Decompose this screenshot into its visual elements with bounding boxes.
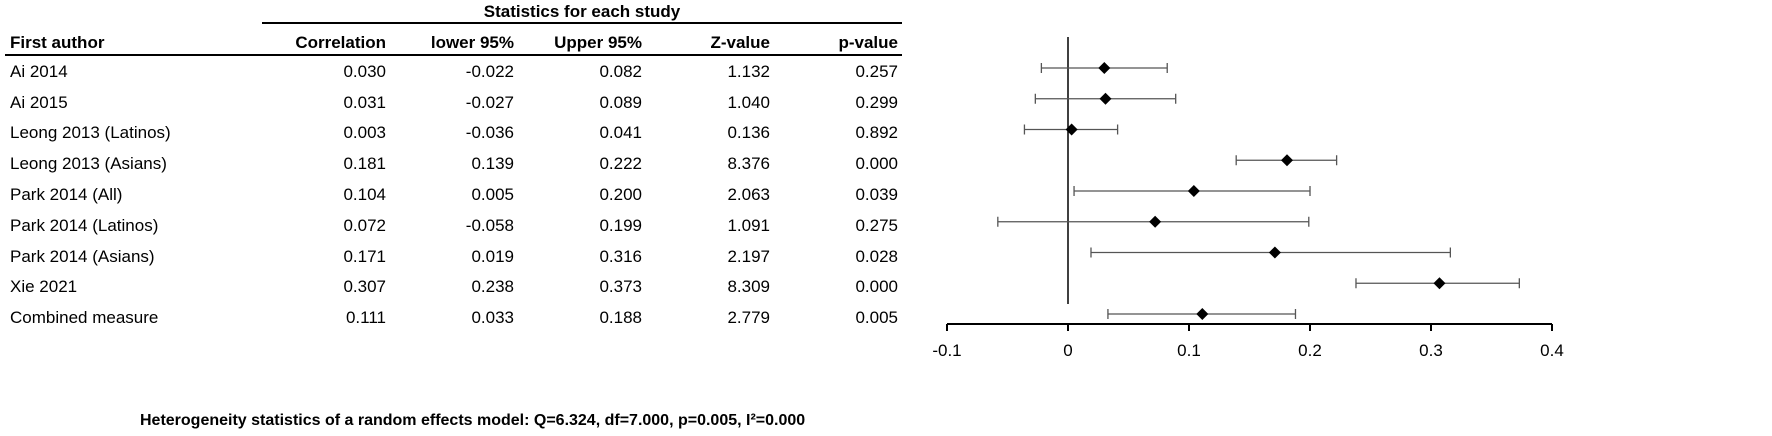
header-correlation: Correlation [295,33,386,52]
p-cell: 0.005 [855,308,898,327]
lower-cell: -0.027 [465,93,514,112]
author-cell: Ai 2014 [10,62,68,81]
lower-cell: 0.139 [471,154,514,173]
z-cell: 8.309 [727,277,770,296]
header-upper-95: Upper 95% [554,33,642,52]
p-cell: 0.028 [855,247,898,266]
z-cell: 1.040 [727,93,770,112]
header-p-value: p-value [838,33,898,52]
p-cell: 0.299 [855,93,898,112]
point-estimate [1065,123,1078,136]
z-cell: 2.063 [727,185,770,204]
header-z-value: Z-value [710,33,770,52]
z-cell: 1.132 [727,62,770,81]
header-lower-95: lower 95% [430,33,514,52]
z-cell: 2.779 [727,308,770,327]
point-estimate [1149,215,1162,228]
correlation-cell: 0.072 [343,216,386,235]
upper-cell: 0.041 [599,123,642,142]
heterogeneity-footer: Heterogeneity statistics of a random eff… [140,412,806,429]
p-cell: 0.275 [855,216,898,235]
lower-cell: 0.033 [471,308,514,327]
group-title: Statistics for each study [483,2,681,21]
upper-cell: 0.089 [599,93,642,112]
author-cell: Combined measure [10,308,159,327]
z-cell: 1.091 [727,216,770,235]
upper-cell: 0.199 [599,216,642,235]
lower-cell: -0.058 [465,216,514,235]
table-header-rule [5,54,902,56]
x-tick-label: 0.3 [1419,341,1443,360]
upper-cell: 0.373 [599,277,642,296]
correlation-cell: 0.171 [343,247,386,266]
upper-cell: 0.082 [599,62,642,81]
group-header-line [262,22,902,24]
correlation-cell: 0.307 [343,277,386,296]
author-cell: Leong 2013 (Latinos) [10,123,171,142]
author-cell: Ai 2015 [10,93,68,112]
author-cell: Park 2014 (Asians) [10,247,155,266]
p-cell: 0.892 [855,123,898,142]
header-first-author: First author [10,33,105,52]
author-cell: Park 2014 (Latinos) [10,216,159,235]
x-tick-label: 0.2 [1298,341,1322,360]
correlation-cell: 0.030 [343,62,386,81]
p-cell: 0.257 [855,62,898,81]
x-tick-label: -0.1 [932,341,961,360]
lower-cell: 0.005 [471,185,514,204]
point-estimate [1098,62,1111,74]
upper-cell: 0.188 [599,308,642,327]
point-estimate [1196,308,1209,320]
p-cell: 0.039 [855,185,898,204]
z-cell: 2.197 [727,247,770,266]
point-estimate [1433,277,1446,290]
x-tick-label: 0.4 [1540,341,1564,360]
z-cell: 0.136 [727,123,770,142]
upper-cell: 0.222 [599,154,642,173]
upper-cell: 0.200 [599,185,642,204]
p-cell: 0.000 [855,154,898,173]
x-tick-label: 0 [1063,341,1072,360]
author-cell: Xie 2021 [10,277,78,296]
author-cell: Leong 2013 (Asians) [10,154,167,173]
correlation-cell: 0.031 [343,93,386,112]
point-estimate [1281,154,1294,167]
lower-cell: 0.238 [471,277,514,296]
lower-cell: -0.036 [465,123,514,142]
z-cell: 8.376 [727,154,770,173]
author-cell: Park 2014 (All) [10,185,123,204]
lower-cell: 0.019 [471,247,514,266]
point-estimate [1187,185,1200,197]
lower-cell: -0.022 [465,62,514,81]
point-estimate [1268,246,1281,259]
correlation-cell: 0.111 [345,308,386,327]
correlation-cell: 0.003 [343,123,386,142]
x-tick-label: 0.1 [1177,341,1201,360]
correlation-cell: 0.181 [343,154,386,173]
correlation-cell: 0.104 [343,185,386,204]
p-cell: 0.000 [855,277,898,296]
upper-cell: 0.316 [599,247,642,266]
point-estimate [1099,92,1112,105]
